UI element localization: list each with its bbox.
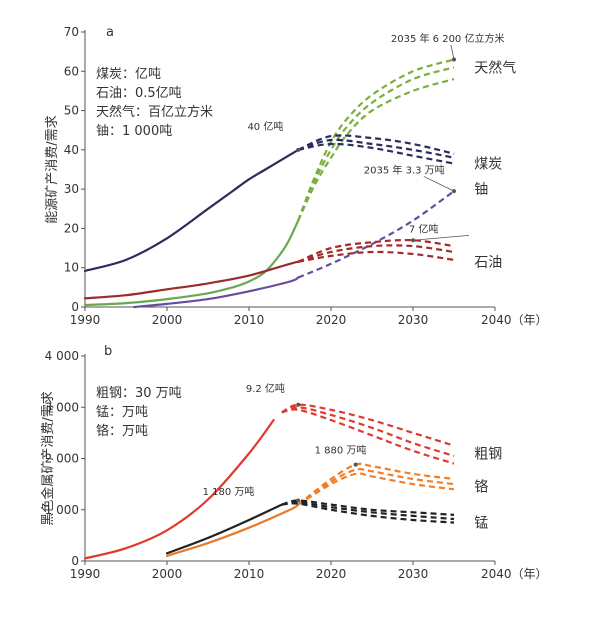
y-tick-label: 40 (64, 143, 79, 157)
series-line-projection (281, 406, 455, 457)
series-line-projection (297, 190, 455, 279)
y-tick-label: 2 000 (45, 452, 79, 466)
annotation-leader (450, 44, 455, 60)
series-line-projection (297, 134, 455, 155)
annotation-point (452, 57, 456, 62)
series-line-projection (281, 499, 455, 516)
annotation-point (296, 498, 301, 503)
series-锰: 锰 (165, 499, 488, 555)
annotation-label: 2035 年 6 200 亿立方米 (391, 32, 505, 45)
annotation-label: 1 180 万吨 (203, 485, 255, 498)
series-label: 煤炭 (474, 157, 502, 173)
y-tick-label: 4 000 (45, 349, 79, 363)
x-tick-label: 1990 (70, 567, 101, 581)
series-label: 天然气 (474, 59, 516, 76)
annotation-point (296, 402, 301, 407)
y-tick-label: 10 (64, 261, 79, 275)
x-tick-label: 2000 (152, 313, 183, 327)
x-tick-label: 2040（年） (481, 313, 548, 327)
panel-label: a (106, 25, 114, 40)
legend-entry: 天然气：百亿立方米 (96, 104, 213, 120)
legend-entry: 石油：0.5亿吨 (96, 86, 182, 101)
series-line-projection (297, 468, 455, 506)
annotation-point (296, 147, 301, 152)
annotation-leader (412, 234, 469, 241)
y-axis-title: 能源矿产消费/需求 (45, 115, 60, 223)
y-tick-label: 20 (64, 221, 79, 235)
y-tick-label: 3 000 (45, 400, 79, 414)
series-煤炭: 煤炭 (83, 134, 502, 272)
chart-panel-b: 0 1 000 2 000 3 000 4 000 1990 2000 2010 2020 203… (40, 344, 548, 581)
x-tick-label: 2030 (398, 313, 429, 327)
annotation-label: 2035 年 3.3 万吨 (364, 163, 445, 176)
annotation-leader (423, 176, 455, 192)
series-铀: 铀 (133, 182, 488, 309)
annotation-label: 1 880 万吨 (315, 443, 367, 456)
x-tick-label: 2020 (316, 567, 347, 581)
series-line-projection (298, 250, 455, 263)
legend-entry: 粗钢：30 万吨 (96, 386, 182, 401)
panel-label: b (104, 344, 112, 359)
annotation-point (411, 238, 415, 243)
x-tick-label: 2020 (316, 313, 347, 327)
series-line-historical (133, 276, 300, 309)
annotation-label: 40 亿吨 (247, 120, 283, 133)
annotation-label: 9.2 亿吨 (246, 382, 285, 395)
series-line-projection (297, 472, 455, 506)
series-line-projection (297, 244, 455, 263)
y-tick-label: 0 (71, 300, 79, 314)
y-tick-label: 1 000 (45, 503, 79, 517)
series-line-projection (297, 238, 455, 263)
legend-entry: 铬：万吨 (96, 423, 148, 439)
series-label: 铀 (474, 182, 488, 198)
series-line-projection (297, 138, 455, 159)
series-铬: 铬 (165, 462, 488, 557)
y-tick-label: 30 (64, 182, 79, 196)
legend-entry: 铀：1 000吨 (96, 124, 172, 139)
x-tick-label: 2000 (152, 567, 183, 581)
x-tick-label: 2030 (398, 567, 429, 581)
series-line-projection (281, 500, 455, 521)
y-tick-label: 60 (64, 64, 79, 78)
series-line-historical (165, 503, 300, 557)
x-tick-label: 2010 (234, 567, 265, 581)
y-tick-label: 50 (64, 104, 79, 118)
legend-entry: 煤炭：亿吨 (96, 67, 161, 82)
series-line-historical (83, 419, 275, 560)
annotation-label: 7 亿吨 (409, 222, 439, 235)
series-line-projection (281, 403, 455, 447)
series-line-projection (297, 66, 455, 222)
series-line-projection (297, 58, 455, 221)
y-tick-label: 70 (64, 25, 79, 39)
series-line-projection (297, 142, 455, 165)
series-label: 石油 (474, 255, 502, 271)
series-粗钢: 粗钢 (83, 403, 502, 560)
series-line-historical (83, 260, 300, 300)
series-line-projection (297, 462, 455, 506)
series-石油: 石油 (83, 238, 502, 300)
annotation-point (452, 189, 456, 194)
series-line-historical (83, 148, 300, 272)
x-tick-label: 2040（年） (481, 567, 548, 581)
x-tick-label: 1990 (70, 313, 101, 327)
y-tick-label: 0 (71, 554, 79, 568)
series-line-projection (281, 408, 455, 465)
legend-entry: 锰：万吨 (96, 405, 148, 420)
series-天然气: 天然气 (83, 58, 516, 307)
series-line-projection (281, 502, 455, 524)
series-label: 铬 (474, 480, 488, 496)
series-label: 锰 (474, 516, 488, 532)
annotation-point (353, 462, 358, 467)
series-line-historical (165, 503, 283, 555)
series-line-historical (83, 219, 300, 307)
x-tick-label: 2010 (234, 313, 265, 327)
series-label: 粗钢 (474, 446, 502, 462)
y-axis-title: 黑色金属矿产消费/需求 (40, 391, 56, 525)
